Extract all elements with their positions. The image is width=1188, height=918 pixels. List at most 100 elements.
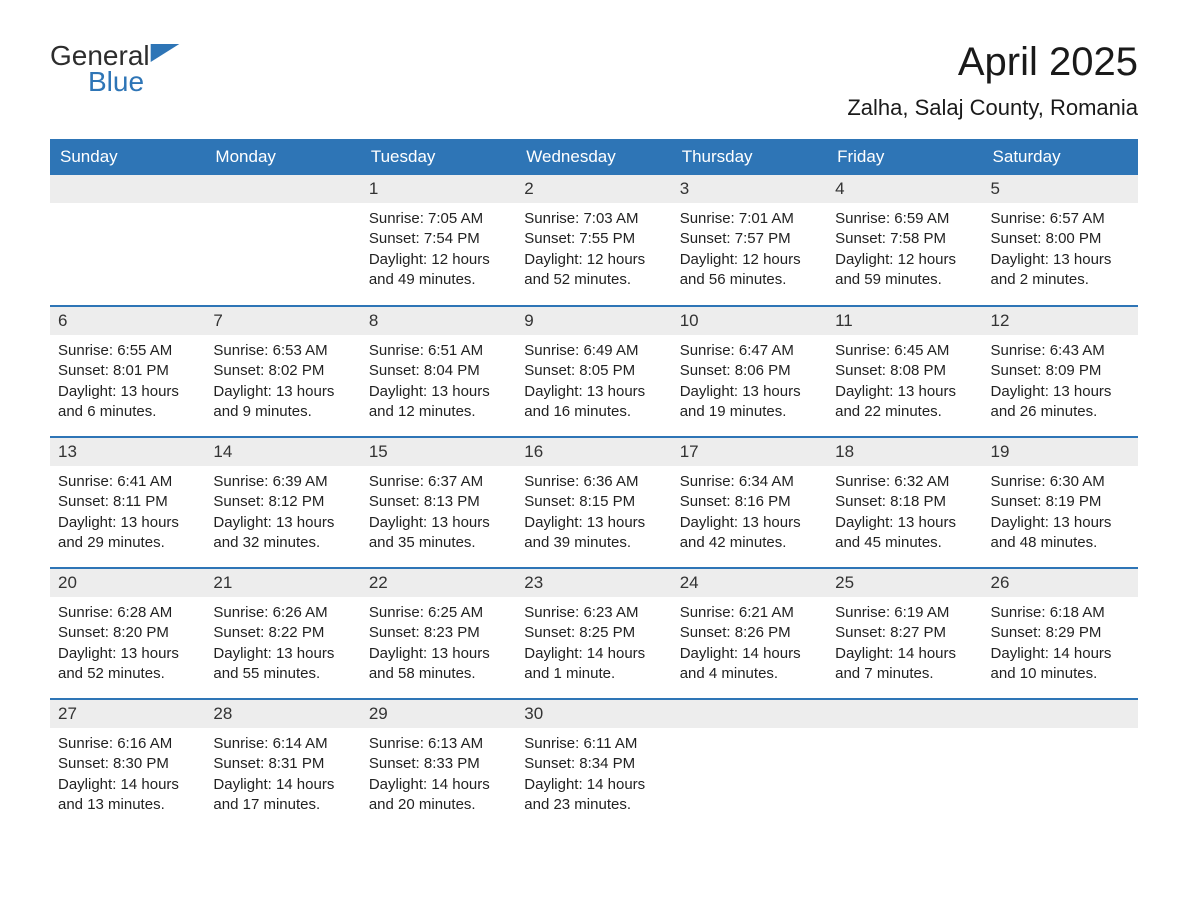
sunrise-line: Sunrise: 6:13 AM	[369, 734, 508, 754]
calendar-cell: 23Sunrise: 6:23 AMSunset: 8:25 PMDayligh…	[516, 567, 671, 698]
day-content: Sunrise: 6:57 AMSunset: 8:00 PMDaylight:…	[983, 203, 1138, 304]
location-subtitle: Zalha, Salaj County, Romania	[847, 95, 1138, 121]
daylight-line: Daylight: 13 hours and 39 minutes.	[524, 513, 663, 554]
calendar-cell: 7Sunrise: 6:53 AMSunset: 8:02 PMDaylight…	[205, 305, 360, 436]
sunrise-line: Sunrise: 6:41 AM	[58, 472, 197, 492]
sunset-line: Sunset: 8:19 PM	[991, 492, 1130, 512]
sunset-line: Sunset: 8:30 PM	[58, 754, 197, 774]
calendar-cell: 14Sunrise: 6:39 AMSunset: 8:12 PMDayligh…	[205, 436, 360, 567]
sunset-line: Sunset: 8:12 PM	[213, 492, 352, 512]
day-content: Sunrise: 6:14 AMSunset: 8:31 PMDaylight:…	[205, 728, 360, 829]
calendar-week-row: 27Sunrise: 6:16 AMSunset: 8:30 PMDayligh…	[50, 698, 1138, 829]
logo: General Blue	[50, 40, 176, 98]
weekday-header: Friday	[827, 139, 982, 175]
sunset-line: Sunset: 8:13 PM	[369, 492, 508, 512]
sunset-line: Sunset: 7:55 PM	[524, 229, 663, 249]
sunset-line: Sunset: 8:11 PM	[58, 492, 197, 512]
logo-flag-icon	[150, 44, 179, 62]
calendar-header-row: SundayMondayTuesdayWednesdayThursdayFrid…	[50, 139, 1138, 175]
sunset-line: Sunset: 8:09 PM	[991, 361, 1130, 381]
weekday-header: Saturday	[983, 139, 1138, 175]
day-number: 30	[516, 698, 671, 728]
calendar-cell: 22Sunrise: 6:25 AMSunset: 8:23 PMDayligh…	[361, 567, 516, 698]
day-number: 4	[827, 175, 982, 203]
calendar-week-row: 1 Sunrise: 7:05 AMSunset: 7:54 PM Daylight…	[50, 175, 1138, 305]
sunrise-line: Sunrise: 6:21 AM	[680, 603, 819, 623]
calendar-cell: 9Sunrise: 6:49 AMSunset: 8:05 PMDaylight…	[516, 305, 671, 436]
sunset-line: Sunset: 8:29 PM	[991, 623, 1130, 643]
day-number-empty	[672, 698, 827, 728]
day-number: 19	[983, 436, 1138, 466]
daylight-line: Daylight: 14 hours and 13 minutes.	[58, 775, 197, 816]
day-number: 17	[672, 436, 827, 466]
sunset-line: Sunset: 8:01 PM	[58, 361, 197, 381]
day-number: 3	[672, 175, 827, 203]
sunset-line: Sunset: 8:08 PM	[835, 361, 974, 381]
calendar-cell: 1Sunrise: 7:05 AMSunset: 7:54 PMDaylight…	[361, 175, 516, 305]
weekday-header: Wednesday	[516, 139, 671, 175]
sunrise-line: Sunrise: 6:28 AM	[58, 603, 197, 623]
sunset-line: Sunset: 8:18 PM	[835, 492, 974, 512]
sunrise-line: Sunrise: 6:25 AM	[369, 603, 508, 623]
calendar-cell: 2Sunrise: 7:03 AMSunset: 7:55 PMDaylight…	[516, 175, 671, 305]
day-number: 14	[205, 436, 360, 466]
calendar-cell: 26Sunrise: 6:18 AMSunset: 8:29 PMDayligh…	[983, 567, 1138, 698]
sunset-line: Sunset: 8:20 PM	[58, 623, 197, 643]
daylight-line: Daylight: 13 hours and 2 minutes.	[991, 250, 1130, 291]
daylight-line: Daylight: 13 hours and 9 minutes.	[213, 382, 352, 423]
daylight-line: Daylight: 13 hours and 16 minutes.	[524, 382, 663, 423]
daylight-line: Daylight: 14 hours and 7 minutes.	[835, 644, 974, 685]
daylight-line: Daylight: 14 hours and 4 minutes.	[680, 644, 819, 685]
day-content: Sunrise: 6:11 AMSunset: 8:34 PMDaylight:…	[516, 728, 671, 829]
sunset-line: Sunset: 8:27 PM	[835, 623, 974, 643]
calendar-cell: 27Sunrise: 6:16 AMSunset: 8:30 PMDayligh…	[50, 698, 205, 829]
day-content: Sunrise: 6:51 AMSunset: 8:04 PMDaylight:…	[361, 335, 516, 436]
day-content: Sunrise: 6:34 AMSunset: 8:16 PMDaylight:…	[672, 466, 827, 567]
day-number: 2	[516, 175, 671, 203]
calendar-cell: 24Sunrise: 6:21 AMSunset: 8:26 PMDayligh…	[672, 567, 827, 698]
sunrise-line: Sunrise: 6:32 AM	[835, 472, 974, 492]
daylight-line: Daylight: 13 hours and 55 minutes.	[213, 644, 352, 685]
sunrise-line: Sunrise: 6:16 AM	[58, 734, 197, 754]
calendar-cell	[50, 175, 205, 305]
calendar-cell: 5Sunrise: 6:57 AMSunset: 8:00 PMDaylight…	[983, 175, 1138, 305]
sunrise-line: Sunrise: 7:05 AM	[369, 209, 508, 229]
sunset-line: Sunset: 8:25 PM	[524, 623, 663, 643]
calendar-week-row: 20Sunrise: 6:28 AMSunset: 8:20 PMDayligh…	[50, 567, 1138, 698]
calendar-cell: 25Sunrise: 6:19 AMSunset: 8:27 PMDayligh…	[827, 567, 982, 698]
sunrise-line: Sunrise: 6:47 AM	[680, 341, 819, 361]
day-number: 1	[361, 175, 516, 203]
sunrise-line: Sunrise: 6:23 AM	[524, 603, 663, 623]
daylight-line: Daylight: 13 hours and 12 minutes.	[369, 382, 508, 423]
calendar-cell: 10Sunrise: 6:47 AMSunset: 8:06 PMDayligh…	[672, 305, 827, 436]
daylight-line: Daylight: 13 hours and 48 minutes.	[991, 513, 1130, 554]
sunrise-line: Sunrise: 7:01 AM	[680, 209, 819, 229]
weekday-header: Tuesday	[361, 139, 516, 175]
day-content: Sunrise: 7:01 AMSunset: 7:57 PMDaylight:…	[672, 203, 827, 304]
calendar-cell	[672, 698, 827, 829]
sunrise-line: Sunrise: 6:55 AM	[58, 341, 197, 361]
day-number-empty	[205, 175, 360, 203]
sunset-line: Sunset: 8:04 PM	[369, 361, 508, 381]
sunset-line: Sunset: 8:34 PM	[524, 754, 663, 774]
day-content: Sunrise: 6:45 AMSunset: 8:08 PMDaylight:…	[827, 335, 982, 436]
day-content: Sunrise: 6:59 AMSunset: 7:58 PMDaylight:…	[827, 203, 982, 304]
sunrise-line: Sunrise: 6:53 AM	[213, 341, 352, 361]
sunrise-line: Sunrise: 6:45 AM	[835, 341, 974, 361]
day-content: Sunrise: 6:41 AMSunset: 8:11 PMDaylight:…	[50, 466, 205, 567]
calendar-cell: 20Sunrise: 6:28 AMSunset: 8:20 PMDayligh…	[50, 567, 205, 698]
day-number: 22	[361, 567, 516, 597]
day-content: Sunrise: 6:47 AMSunset: 8:06 PMDaylight:…	[672, 335, 827, 436]
day-number-empty	[50, 175, 205, 203]
day-content: Sunrise: 6:16 AMSunset: 8:30 PMDaylight:…	[50, 728, 205, 829]
sunrise-line: Sunrise: 7:03 AM	[524, 209, 663, 229]
calendar-cell: 13Sunrise: 6:41 AMSunset: 8:11 PMDayligh…	[50, 436, 205, 567]
day-number-empty	[983, 698, 1138, 728]
day-content: Sunrise: 6:18 AMSunset: 8:29 PMDaylight:…	[983, 597, 1138, 698]
sunrise-line: Sunrise: 6:59 AM	[835, 209, 974, 229]
sunset-line: Sunset: 7:54 PM	[369, 229, 508, 249]
daylight-line: Daylight: 13 hours and 6 minutes.	[58, 382, 197, 423]
day-content: Sunrise: 6:23 AMSunset: 8:25 PMDaylight:…	[516, 597, 671, 698]
sunrise-line: Sunrise: 6:36 AM	[524, 472, 663, 492]
sunrise-line: Sunrise: 6:14 AM	[213, 734, 352, 754]
